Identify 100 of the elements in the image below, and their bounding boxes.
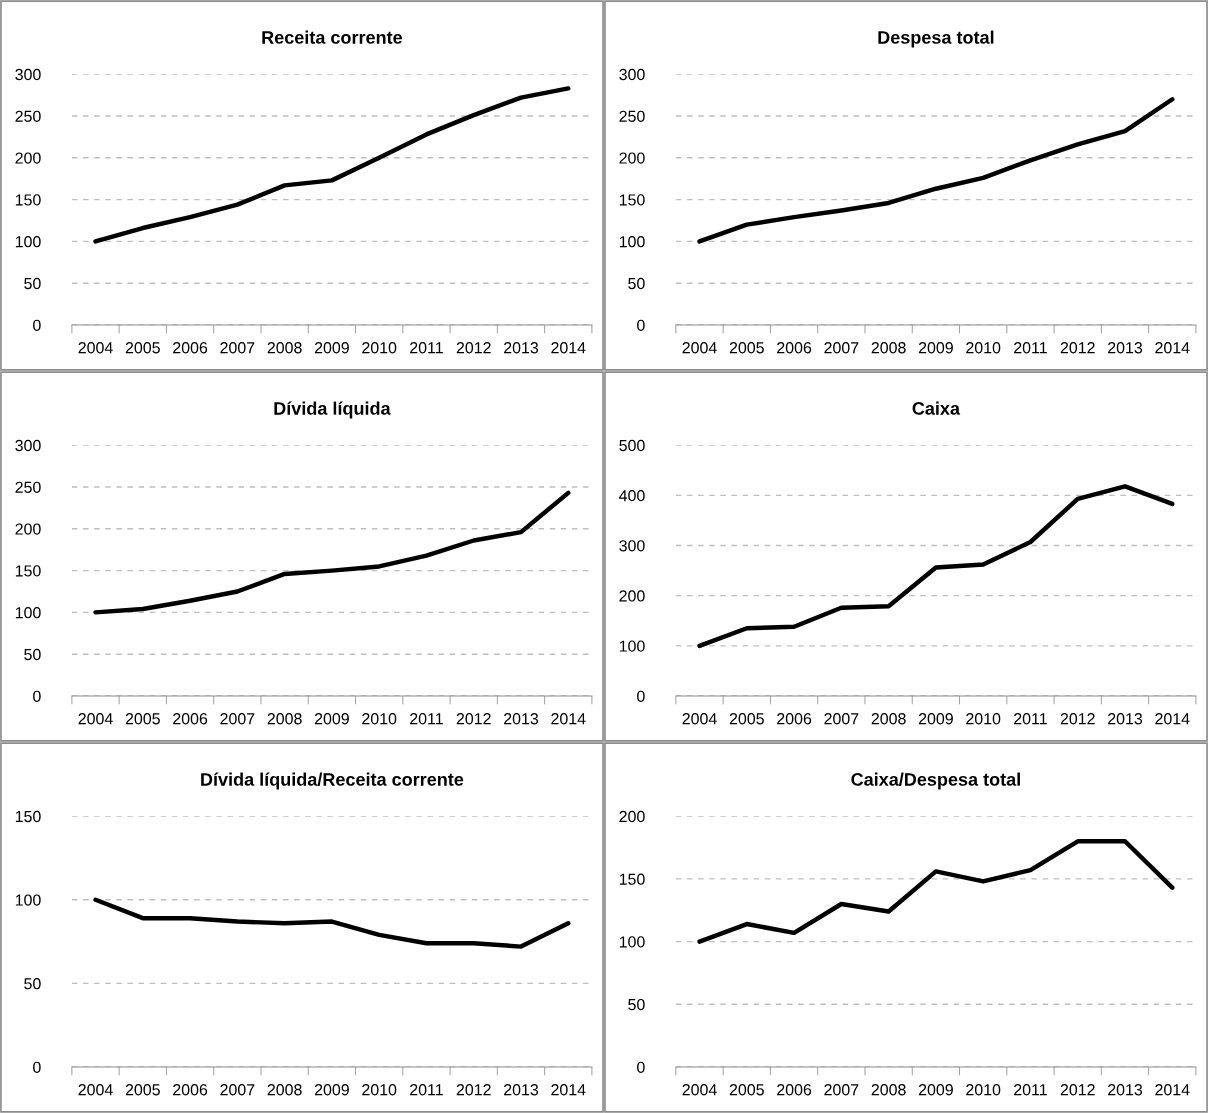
y-tick-label: 300 <box>15 439 41 452</box>
y-tick-label: 0 <box>637 1061 645 1073</box>
x-tick-label: 2011 <box>410 1084 443 1096</box>
x-tick-label: 2007 <box>824 713 859 725</box>
x-tick-label: 2005 <box>125 713 160 725</box>
y-tick-label: 50 <box>24 978 41 990</box>
y-tick-label: 0 <box>33 319 41 331</box>
x-tick-label: 2014 <box>551 1084 586 1096</box>
line-series <box>697 484 1175 649</box>
y-tick-label: 200 <box>619 152 645 164</box>
x-tick-label: 2005 <box>729 713 764 725</box>
y-tick-label: 50 <box>24 648 41 661</box>
x-tick-label: 2013 <box>1108 342 1143 354</box>
x-tick-label: 2009 <box>314 342 349 354</box>
x-tick-label: 2004 <box>78 1084 113 1096</box>
x-tick-label: 2005 <box>729 342 764 354</box>
x-tick-label: 2010 <box>362 713 397 725</box>
x-tick-label: 2011 <box>1014 342 1047 354</box>
y-tick-label: 150 <box>15 810 41 823</box>
x-tick-label: 2010 <box>362 1084 397 1096</box>
y-tick-label: 250 <box>15 481 41 493</box>
x-tick-label: 2008 <box>871 713 906 725</box>
x-tick-label: 2014 <box>551 342 586 354</box>
x-tick-label: 2014 <box>1155 713 1190 725</box>
y-tick-label: 250 <box>15 110 41 122</box>
x-tick-label: 2007 <box>824 342 859 354</box>
y-tick-label: 50 <box>628 277 645 290</box>
y-tick-label: 300 <box>15 68 41 81</box>
x-tick-label: 2011 <box>410 713 443 725</box>
y-tick-label: 100 <box>15 607 41 619</box>
y-tick-label: 200 <box>15 152 41 164</box>
x-tick-label: 2012 <box>1060 342 1095 354</box>
x-tick-label: 2007 <box>220 342 255 354</box>
x-tick-label: 2006 <box>173 342 208 354</box>
x-tick-label: 2010 <box>966 713 1001 725</box>
y-tick-label: 100 <box>15 236 41 248</box>
x-tick-label: 2014 <box>551 713 586 725</box>
x-tick-label: 2007 <box>220 1084 255 1096</box>
y-tick-label: 200 <box>15 523 41 535</box>
x-tick-label: 2008 <box>871 1084 906 1096</box>
x-tick-label: 2014 <box>1155 342 1190 354</box>
x-tick-label: 2009 <box>918 342 953 354</box>
x-tick-label: 2008 <box>267 342 302 354</box>
y-tick-label: 150 <box>619 873 645 885</box>
line-series <box>93 897 571 949</box>
y-tick-label: 150 <box>619 194 645 206</box>
chart-title: Caixa <box>912 401 961 415</box>
x-tick-label: 2004 <box>682 713 717 725</box>
line-series <box>93 490 571 615</box>
x-tick-label: 2011 <box>1014 1084 1047 1096</box>
x-tick-label: 2012 <box>456 713 491 725</box>
x-tick-label: 2012 <box>456 1084 491 1096</box>
y-tick-label: 0 <box>33 1061 41 1073</box>
x-tick-label: 2013 <box>504 1084 539 1096</box>
y-tick-label: 100 <box>619 640 645 652</box>
x-tick-label: 2004 <box>682 342 717 354</box>
x-tick-label: 2008 <box>267 1084 302 1096</box>
x-tick-label: 2006 <box>777 342 812 354</box>
x-tick-label: 2006 <box>777 1084 812 1096</box>
x-tick-label: 2008 <box>871 342 906 354</box>
chart-title: Dívida líquida/Receita corrente <box>201 772 464 790</box>
x-tick-label: 2004 <box>78 342 113 354</box>
chart-title: Receita corrente <box>262 30 403 44</box>
x-tick-label: 2006 <box>173 713 208 725</box>
y-tick-label: 500 <box>619 439 645 452</box>
x-tick-label: 2006 <box>173 1084 208 1096</box>
y-tick-label: 150 <box>15 565 41 577</box>
chart-title: Dívida líquida <box>274 401 391 419</box>
x-tick-label: 2008 <box>267 713 302 725</box>
x-tick-label: 2012 <box>1060 713 1095 725</box>
x-tick-label: 2011 <box>410 342 443 354</box>
chart-title: Caixa/Despesa total <box>851 772 1020 790</box>
y-tick-label: 100 <box>619 236 645 248</box>
x-tick-label: 2005 <box>729 1084 764 1096</box>
y-tick-label: 250 <box>619 110 645 122</box>
x-tick-label: 2006 <box>777 713 812 725</box>
x-tick-label: 2014 <box>1155 1084 1190 1096</box>
y-tick-label: 200 <box>619 810 645 823</box>
x-tick-label: 2009 <box>314 713 349 725</box>
x-tick-label: 2012 <box>456 342 491 354</box>
x-tick-label: 2011 <box>1014 713 1047 725</box>
line-series <box>93 86 571 244</box>
x-tick-label: 2009 <box>918 1084 953 1096</box>
x-tick-label: 2007 <box>220 713 255 725</box>
y-tick-label: 50 <box>24 277 41 290</box>
line-series <box>697 839 1175 944</box>
x-tick-label: 2004 <box>682 1084 717 1096</box>
y-tick-label: 100 <box>15 894 41 906</box>
y-tick-label: 300 <box>619 540 645 552</box>
line-series <box>697 97 1175 244</box>
x-tick-label: 2013 <box>1108 1084 1143 1096</box>
y-tick-label: 0 <box>637 319 645 331</box>
x-tick-label: 2010 <box>362 342 397 354</box>
y-tick-label: 200 <box>619 590 645 602</box>
y-tick-label: 100 <box>619 936 645 948</box>
x-tick-label: 2010 <box>966 342 1001 354</box>
x-tick-label: 2013 <box>504 342 539 354</box>
x-tick-label: 2013 <box>504 713 539 725</box>
chart-title: Despesa total <box>878 30 994 48</box>
x-tick-label: 2010 <box>966 1084 1001 1096</box>
